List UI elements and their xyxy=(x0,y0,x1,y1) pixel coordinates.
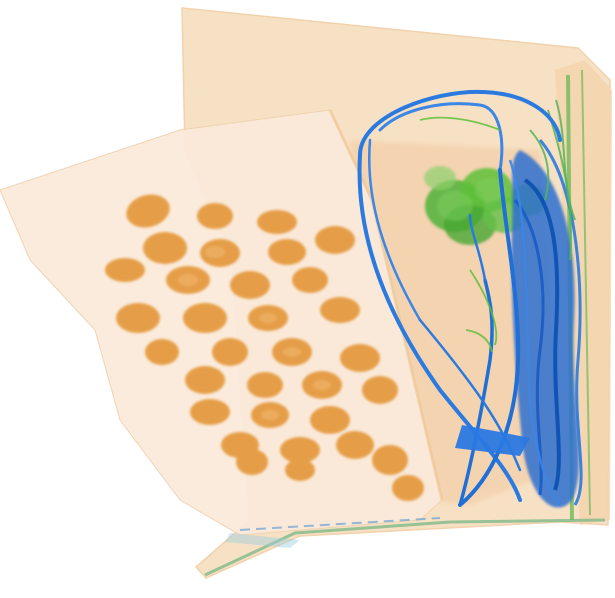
nuts-highlights xyxy=(178,246,331,420)
green-strands xyxy=(419,116,501,353)
cable-bundle xyxy=(508,99,583,508)
bottom-fragment xyxy=(225,533,300,548)
cable-loop xyxy=(357,89,562,507)
package-right-edge-2 xyxy=(581,69,591,516)
blue-tag xyxy=(455,425,530,456)
package-bottom-edge xyxy=(204,518,606,577)
package-bottom-edge-inner xyxy=(239,517,441,531)
